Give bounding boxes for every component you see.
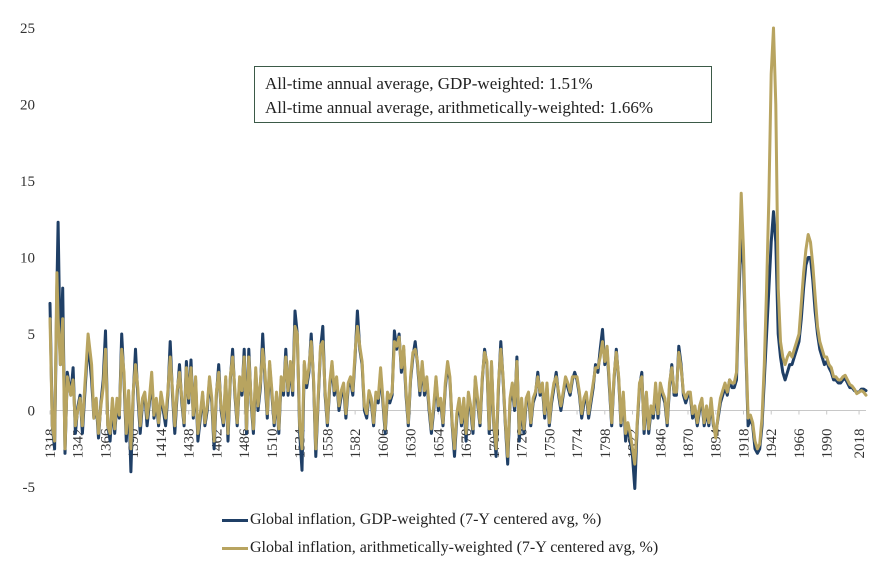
x-tick-label: 1918: [736, 429, 752, 459]
x-tick-label: 1942: [764, 429, 780, 459]
x-tick-label: 1438: [182, 429, 198, 459]
y-tick-label: 5: [28, 327, 36, 343]
x-axis: 1318 1342 1366 1390 1414 1438 1462 1486 1510 1534…: [43, 410, 868, 459]
y-axis: 25 20 15 10 5 0 -5: [20, 21, 35, 496]
y-tick-label: -5: [23, 480, 36, 496]
x-tick-label: 1894: [709, 428, 725, 459]
x-tick-label: 1318: [43, 429, 59, 459]
y-tick-label: 20: [20, 98, 35, 114]
x-tick-label: 1630: [404, 429, 420, 459]
x-tick-label: 1750: [542, 429, 558, 459]
y-tick-label: 15: [20, 174, 35, 190]
annotation-box: All-time annual average, GDP-weighted: 1…: [254, 66, 712, 123]
annotation-gdp-average: All-time annual average, GDP-weighted: 1…: [265, 74, 593, 93]
x-tick-label: 1558: [320, 429, 336, 459]
x-tick-label: 1582: [348, 429, 364, 459]
x-tick-label: 1774: [570, 428, 586, 459]
x-tick-label: 1510: [265, 429, 281, 459]
legend-label-gdp-weighted: Global inflation, GDP-weighted (7-Y cent…: [250, 511, 602, 528]
y-tick-label: 0: [28, 404, 36, 420]
x-tick-label: 1990: [820, 429, 836, 459]
legend-label-arithmetic-weighted: Global inflation, arithmetically-weighte…: [250, 539, 659, 556]
legend: Global inflation, GDP-weighted (7-Y cent…: [222, 506, 658, 562]
x-tick-label: 1846: [653, 428, 669, 459]
x-tick-label: 1870: [681, 429, 697, 459]
x-tick-label: 1342: [71, 429, 87, 459]
x-tick-label: 1606: [376, 428, 392, 459]
x-tick-label: 1798: [598, 429, 614, 459]
legend-swatch-gdp-weighted: [222, 518, 248, 522]
y-tick-label: 25: [20, 21, 35, 37]
annotation-arithmetic-average: All-time annual average, arithmetically-…: [265, 98, 654, 117]
x-tick-label: 1654: [431, 428, 447, 459]
series-line-arithmetic-weighted: [48, 26, 868, 466]
x-tick-label: 1414: [154, 428, 170, 459]
x-tick-label: 1486: [237, 428, 253, 459]
legend-item-arithmetic-weighted: Global inflation, arithmetically-weighte…: [222, 534, 658, 562]
x-tick-label: 1966: [792, 428, 808, 459]
y-tick-label: 10: [20, 251, 35, 267]
legend-item-gdp-weighted: Global inflation, GDP-weighted (7-Y cent…: [222, 506, 658, 534]
x-tick-label: 1678: [459, 429, 475, 459]
series-layer: [48, 26, 868, 490]
legend-swatch-arithmetic-weighted: [222, 546, 248, 550]
x-tick-label: 2018: [852, 429, 868, 459]
